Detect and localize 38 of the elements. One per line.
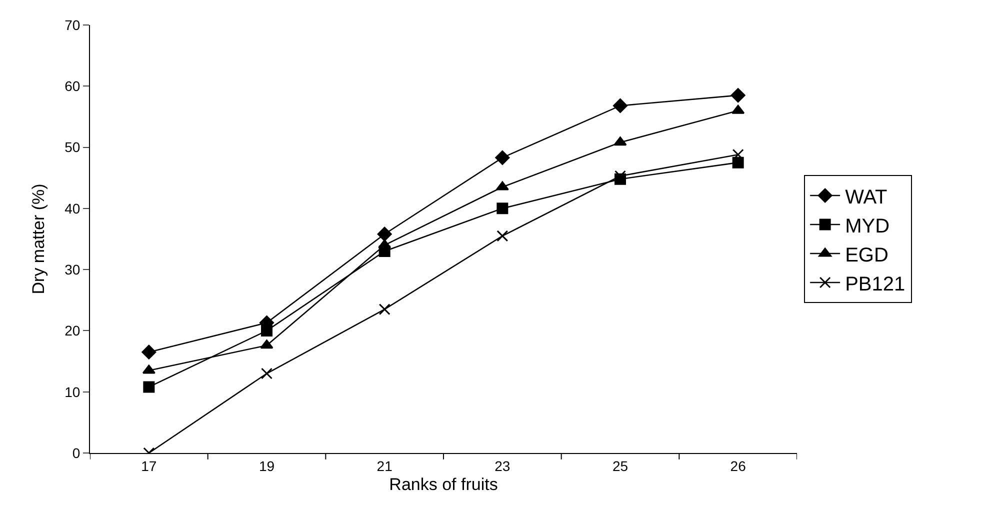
point xyxy=(377,226,392,242)
y-tick-label: 70 xyxy=(64,16,80,33)
y-tick-label: 20 xyxy=(64,322,80,339)
point xyxy=(142,364,156,374)
point xyxy=(143,381,155,393)
point xyxy=(732,156,744,168)
y-tick-label: 60 xyxy=(64,78,80,94)
point xyxy=(495,150,510,165)
point xyxy=(378,304,390,316)
x-tick-label: 19 xyxy=(258,458,275,474)
y-axis-title: Dry matter (%) xyxy=(29,184,48,294)
x-tick-label: 26 xyxy=(730,458,746,474)
point xyxy=(142,344,156,360)
x-tick-label: 25 xyxy=(612,458,628,474)
x-tick-label: 23 xyxy=(494,458,510,474)
y-tick-label: 0 xyxy=(72,444,80,461)
y-tick-label: 40 xyxy=(64,200,80,216)
point xyxy=(614,136,627,146)
point xyxy=(496,202,508,214)
point xyxy=(378,239,392,248)
point xyxy=(261,324,272,336)
legend-label: MYD xyxy=(845,215,890,238)
point xyxy=(260,340,274,349)
x-tick-label: 17 xyxy=(141,458,157,474)
x-tick-label: 21 xyxy=(376,458,393,474)
point xyxy=(496,181,509,190)
y-tick-label: 10 xyxy=(64,384,80,400)
legend-label: PB121 xyxy=(845,273,906,296)
y-tick-label: 50 xyxy=(64,139,80,156)
point xyxy=(261,368,272,380)
point xyxy=(730,88,746,103)
point xyxy=(613,98,628,113)
point xyxy=(732,104,745,114)
point xyxy=(496,230,508,242)
x-axis-title: Ranks of fruits xyxy=(389,475,498,494)
legend-label: WAT xyxy=(845,186,888,208)
legend-label: EGD xyxy=(845,244,888,266)
y-tick-label: 30 xyxy=(64,261,80,278)
